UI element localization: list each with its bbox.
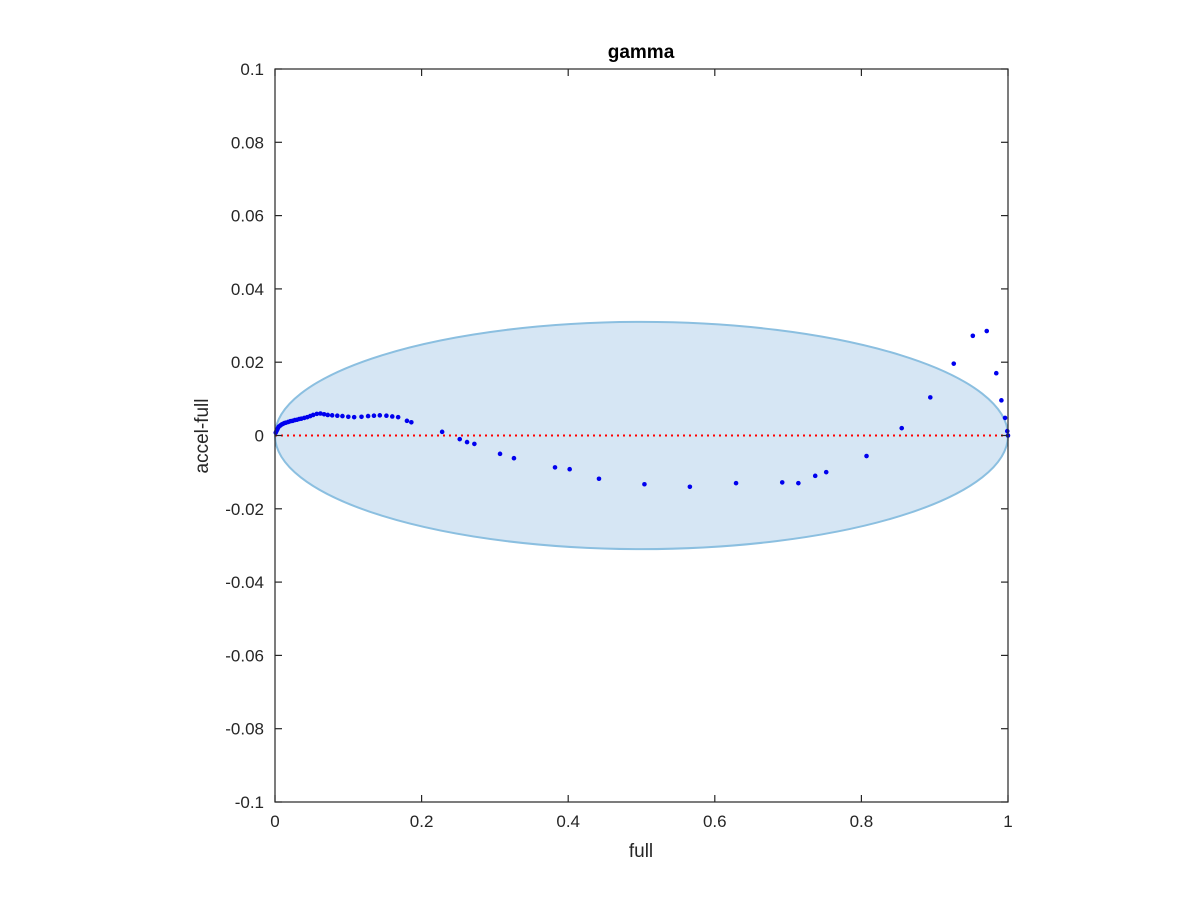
data-point bbox=[567, 466, 572, 472]
data-point bbox=[899, 425, 905, 431]
data-point bbox=[439, 429, 445, 435]
data-point bbox=[1004, 428, 1010, 434]
y-tick-label: -0.04 bbox=[225, 573, 264, 592]
plot-area: 0 0.2 0.4 0.6 0.8 1 0.1 0.08 0.06 0.04 0.02 0 -0.02… bbox=[225, 60, 1012, 831]
data-point bbox=[377, 413, 383, 418]
y-axis-ticks: 0.1 0.08 0.06 0.04 0.02 0 -0.02 -0.04 -0.06 -0.08… bbox=[225, 60, 1008, 812]
data-point bbox=[552, 465, 558, 470]
data-point bbox=[310, 412, 316, 418]
data-point bbox=[314, 411, 320, 417]
x-tick-label: 1 bbox=[1003, 812, 1012, 831]
y-tick-label: 0.04 bbox=[231, 280, 264, 299]
data-point bbox=[318, 411, 323, 416]
data-point bbox=[325, 412, 331, 418]
y-tick-label: 0 bbox=[255, 427, 264, 446]
data-point bbox=[1002, 415, 1008, 421]
data-point bbox=[864, 453, 869, 459]
data-point bbox=[984, 328, 990, 334]
x-tick-label: 0.4 bbox=[556, 812, 580, 831]
y-tick-label: 0.1 bbox=[240, 60, 264, 79]
data-point bbox=[389, 414, 395, 419]
data-point bbox=[928, 395, 933, 400]
data-point bbox=[999, 398, 1004, 403]
data-point bbox=[970, 333, 976, 339]
x-tick-label: 0.8 bbox=[850, 812, 874, 831]
data-point bbox=[687, 484, 693, 490]
chart-title: gamma bbox=[608, 42, 675, 63]
data-point bbox=[329, 413, 335, 418]
data-point bbox=[365, 413, 371, 419]
data-point bbox=[951, 361, 957, 366]
data-point bbox=[472, 441, 477, 447]
y-tick-label: 0.06 bbox=[231, 207, 264, 226]
data-point bbox=[596, 476, 602, 482]
data-point bbox=[796, 480, 801, 486]
y-tick-label: -0.06 bbox=[225, 646, 264, 665]
y-tick-label: 0.08 bbox=[231, 133, 264, 152]
data-point bbox=[340, 413, 345, 419]
data-point bbox=[733, 480, 739, 486]
data-point bbox=[351, 414, 357, 420]
data-point bbox=[371, 413, 377, 419]
data-point bbox=[384, 413, 389, 419]
data-point bbox=[359, 414, 364, 420]
data-point bbox=[812, 473, 818, 479]
data-point bbox=[823, 469, 829, 475]
data-point bbox=[511, 455, 517, 461]
x-tick-label: 0 bbox=[270, 812, 279, 831]
data-point bbox=[457, 436, 463, 442]
y-axis-label: accel-full bbox=[192, 399, 213, 474]
x-tick-label: 0.2 bbox=[410, 812, 434, 831]
data-point bbox=[404, 418, 410, 424]
x-axis-label: full bbox=[629, 841, 653, 862]
x-axis-ticks: 0 0.2 0.4 0.6 0.8 1 bbox=[270, 69, 1013, 831]
data-point bbox=[497, 451, 503, 457]
data-point bbox=[409, 420, 414, 425]
y-tick-label: 0.02 bbox=[231, 353, 264, 372]
data-point bbox=[395, 414, 401, 420]
data-point bbox=[464, 439, 470, 445]
y-tick-label: -0.08 bbox=[225, 720, 264, 739]
data-point bbox=[993, 370, 999, 376]
y-tick-label: -0.1 bbox=[235, 793, 264, 812]
y-tick-label: -0.02 bbox=[225, 500, 264, 519]
data-point bbox=[642, 481, 647, 487]
x-tick-label: 0.6 bbox=[703, 812, 727, 831]
data-point bbox=[346, 414, 351, 420]
data-point bbox=[779, 480, 785, 485]
data-point bbox=[321, 411, 327, 417]
data-point bbox=[335, 413, 340, 419]
data-points bbox=[273, 328, 1011, 490]
